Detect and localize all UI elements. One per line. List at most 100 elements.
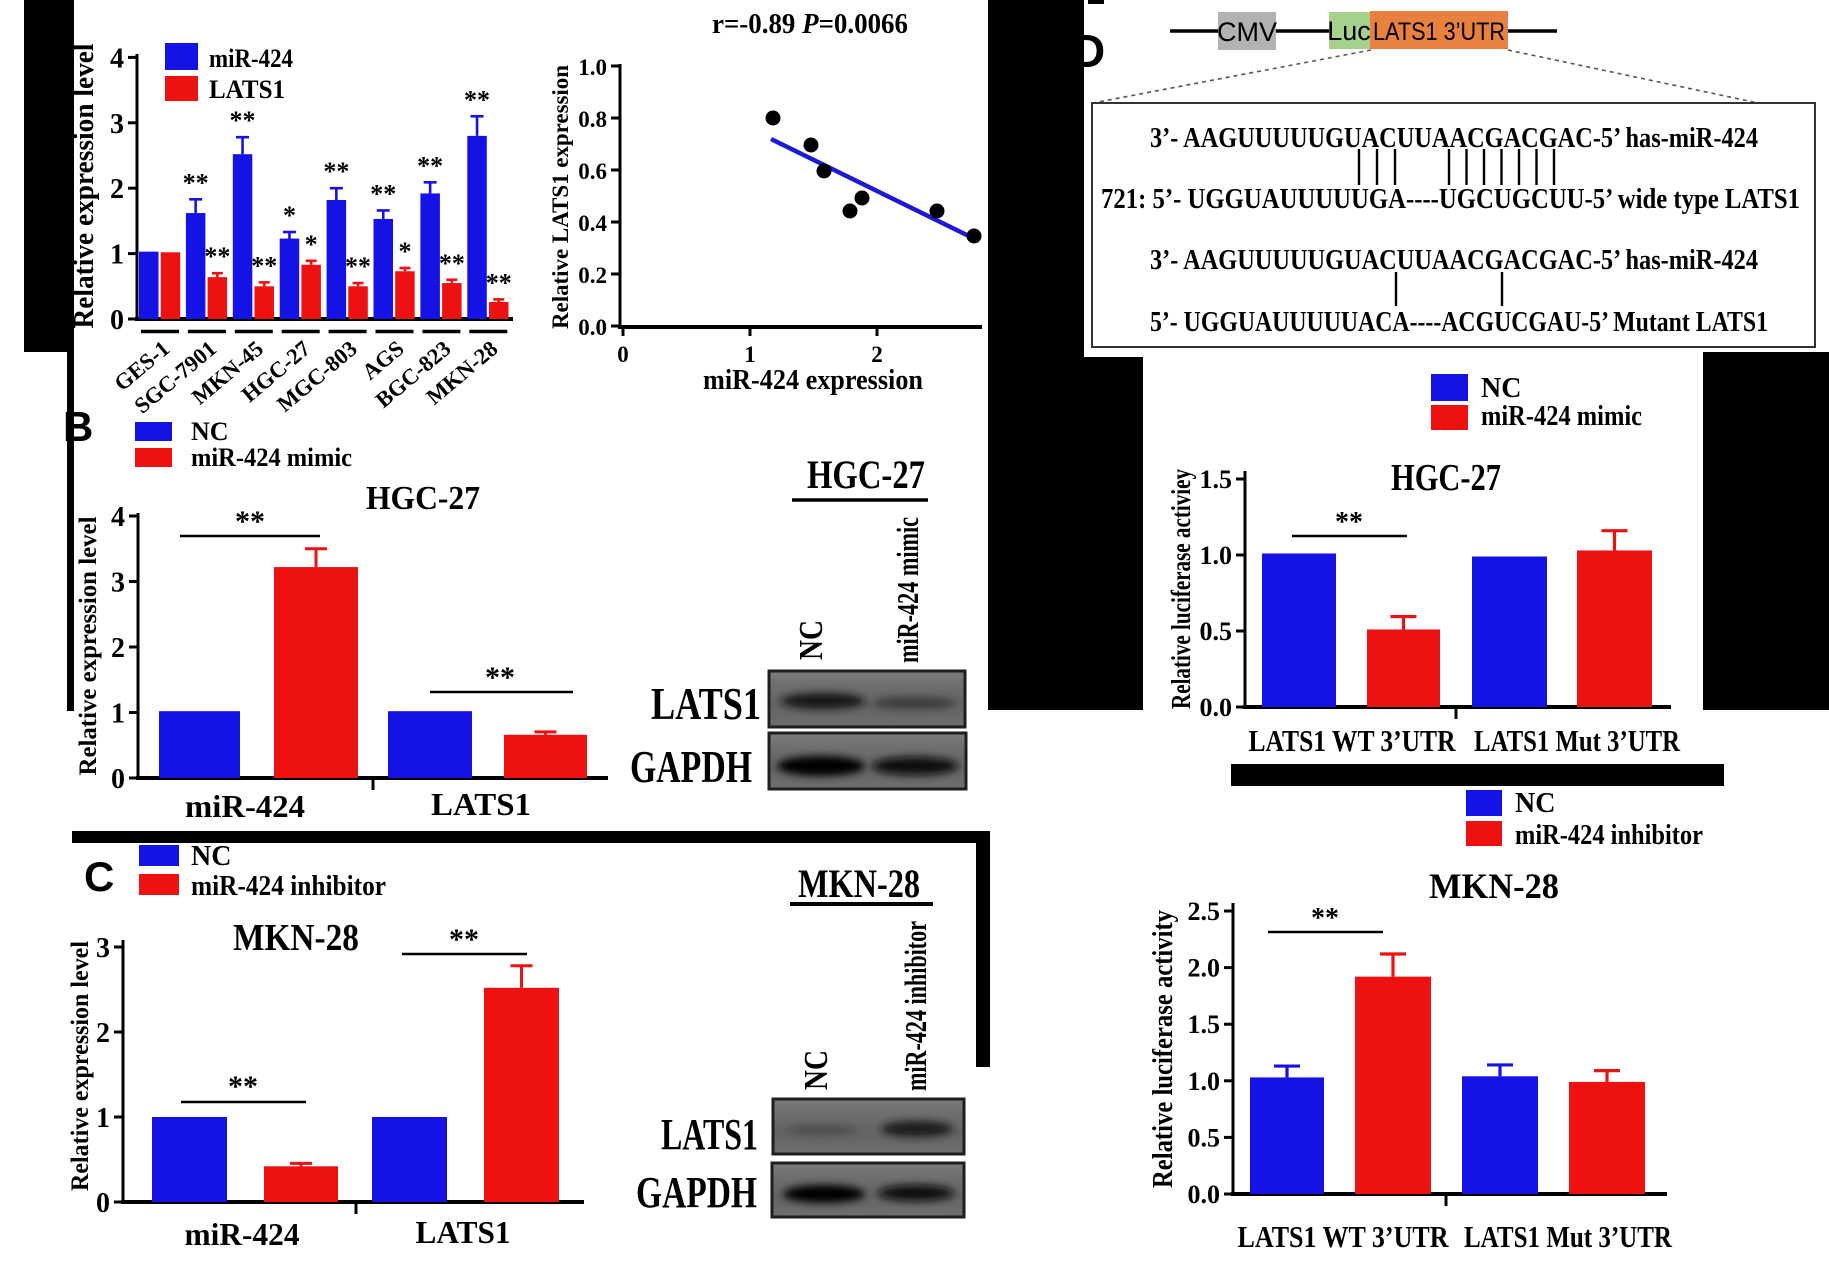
svg-text:**: ** [417, 151, 443, 180]
svg-text:Relative expression level: Relative expression level [67, 941, 94, 1191]
svg-text:LATS1: LATS1 [661, 1110, 758, 1159]
svg-text:miR-424: miR-424 [185, 1216, 300, 1252]
svg-text:3’- AAGUUUUUGUACUUAACGACGAC-5’: 3’- AAGUUUUUGUACUUAACGACGAC-5’ has-miR-4… [1150, 122, 1758, 154]
svg-text:5’- UGGUAUUUUUACA----ACGUCGAU-: 5’- UGGUAUUUUUACA----ACGUCGAU-5’ Mutant … [1150, 306, 1768, 338]
svg-text:1.0: 1.0 [1200, 541, 1233, 570]
svg-text:LATS1 WT 3’UTR: LATS1 WT 3’UTR [1249, 723, 1457, 758]
svg-text:1: 1 [96, 1103, 110, 1134]
svg-text:miR-424 expression: miR-424 expression [703, 364, 923, 396]
svg-text:2: 2 [111, 633, 125, 664]
svg-text:3: 3 [96, 933, 110, 964]
svg-text:**: ** [439, 249, 465, 278]
svg-text:r=-0.89 P=0.0066: r=-0.89 P=0.0066 [712, 8, 908, 40]
svg-text:Relative luciferase activity: Relative luciferase activity [1148, 910, 1179, 1188]
svg-text:**: ** [464, 85, 490, 114]
svg-text:1: 1 [744, 342, 756, 367]
svg-text:NC: NC [793, 620, 830, 660]
svg-text:**: ** [323, 157, 349, 186]
svg-text:**: ** [204, 242, 230, 271]
svg-text:0: 0 [110, 305, 124, 336]
svg-text:**: ** [228, 1070, 258, 1103]
svg-text:LATS1: LATS1 [416, 1214, 511, 1250]
svg-text:0: 0 [111, 764, 125, 795]
svg-text:**: ** [183, 168, 209, 197]
svg-text:1: 1 [111, 699, 125, 730]
svg-text:0.0: 0.0 [1200, 693, 1233, 722]
svg-text:miR-424 inhibitor: miR-424 inhibitor [898, 921, 933, 1091]
svg-text:miR-424 inhibitor: miR-424 inhibitor [191, 871, 386, 902]
svg-text:Relative LATS1 expression: Relative LATS1 expression [548, 65, 573, 329]
svg-text:**: ** [230, 106, 256, 135]
svg-text:1.5: 1.5 [1188, 1010, 1221, 1039]
svg-text:**: ** [345, 252, 371, 281]
svg-text:0.5: 0.5 [1200, 617, 1233, 646]
svg-text:0.8: 0.8 [578, 107, 607, 132]
svg-text:3: 3 [111, 568, 125, 599]
svg-text:LATS1: LATS1 [651, 678, 761, 729]
svg-text:*: * [305, 230, 318, 259]
svg-text:0: 0 [617, 342, 629, 367]
svg-text:0.6: 0.6 [578, 159, 607, 184]
svg-text:**: ** [235, 505, 265, 538]
svg-text:*: * [398, 237, 411, 266]
svg-text:miR-424 mimic: miR-424 mimic [890, 517, 925, 663]
svg-text:2: 2 [871, 342, 883, 367]
svg-text:NC: NC [191, 841, 231, 872]
svg-text:LATS1 Mut 3’UTR: LATS1 Mut 3’UTR [1474, 723, 1680, 758]
svg-text:**: ** [1311, 903, 1339, 934]
svg-text:2: 2 [110, 174, 124, 205]
svg-text:0.0: 0.0 [1188, 1180, 1221, 1209]
svg-text:3: 3 [110, 109, 124, 140]
svg-text:**: ** [485, 661, 515, 694]
svg-text:HGC-27: HGC-27 [366, 480, 480, 517]
svg-text:**: ** [370, 179, 396, 208]
svg-text:Relative expression level: Relative expression level [69, 43, 100, 328]
svg-text:LATS1 3’UTR: LATS1 3’UTR [1373, 18, 1505, 46]
svg-text:1.5: 1.5 [1200, 465, 1233, 494]
svg-text:GAPDH: GAPDH [636, 1168, 757, 1217]
svg-text:miR-424: miR-424 [185, 788, 305, 824]
svg-text:MKN-28: MKN-28 [798, 861, 920, 906]
svg-text:miR-424 mimic: miR-424 mimic [191, 443, 352, 472]
svg-text:2: 2 [96, 1018, 110, 1049]
svg-text:1: 1 [110, 240, 124, 271]
svg-text:**: ** [449, 923, 479, 956]
svg-text:2.0: 2.0 [1188, 954, 1221, 983]
svg-text:LATS1: LATS1 [209, 75, 285, 104]
svg-text:4: 4 [110, 43, 124, 74]
svg-text:GAPDH: GAPDH [630, 741, 752, 792]
svg-text:4: 4 [111, 502, 125, 533]
svg-text:1.0: 1.0 [578, 55, 607, 80]
svg-text:3’- AAGUUUUUGUACUUAACGACGAC-5’: 3’- AAGUUUUUGUACUUAACGACGAC-5’ has-miR-4… [1150, 244, 1758, 276]
svg-text:NC: NC [1515, 788, 1555, 819]
svg-text:Relative luciferase activiey: Relative luciferase activiey [1166, 469, 1196, 709]
svg-text:0.5: 0.5 [1188, 1123, 1221, 1152]
svg-text:miR-424 inhibitor: miR-424 inhibitor [1515, 820, 1703, 851]
svg-text:LATS1: LATS1 [431, 786, 531, 822]
svg-text:NC: NC [798, 1050, 835, 1090]
svg-text:HGC-27: HGC-27 [807, 452, 925, 497]
svg-text:0: 0 [96, 1188, 110, 1219]
svg-text:MKN-28: MKN-28 [1429, 866, 1559, 906]
svg-text:MKN-28: MKN-28 [233, 917, 359, 959]
svg-text:NC: NC [191, 417, 229, 446]
svg-text:1.0: 1.0 [1188, 1067, 1221, 1096]
svg-text:Luc: Luc [1327, 16, 1371, 46]
svg-text:NC: NC [1481, 373, 1521, 404]
svg-text:**: ** [251, 251, 277, 280]
svg-text:2.5: 2.5 [1188, 897, 1221, 926]
svg-text:**: ** [1335, 507, 1363, 538]
svg-text:0.4: 0.4 [578, 211, 607, 236]
svg-text:CMV: CMV [1217, 17, 1277, 47]
svg-text:*: * [283, 201, 296, 230]
svg-text:**: ** [486, 268, 512, 297]
svg-text:LATS1 Mut 3’UTR: LATS1 Mut 3’UTR [1464, 1219, 1672, 1254]
svg-text:HGC-27: HGC-27 [1391, 457, 1501, 499]
svg-text:C: C [84, 853, 114, 900]
svg-text:0.0: 0.0 [578, 315, 607, 340]
svg-text:0.2: 0.2 [578, 263, 607, 288]
svg-text:miR-424 mimic: miR-424 mimic [1481, 401, 1642, 432]
svg-text:miR-424: miR-424 [209, 44, 293, 73]
svg-text:Relative expression level: Relative expression level [75, 516, 102, 775]
svg-text:LATS1 WT 3’UTR: LATS1 WT 3’UTR [1238, 1219, 1450, 1254]
